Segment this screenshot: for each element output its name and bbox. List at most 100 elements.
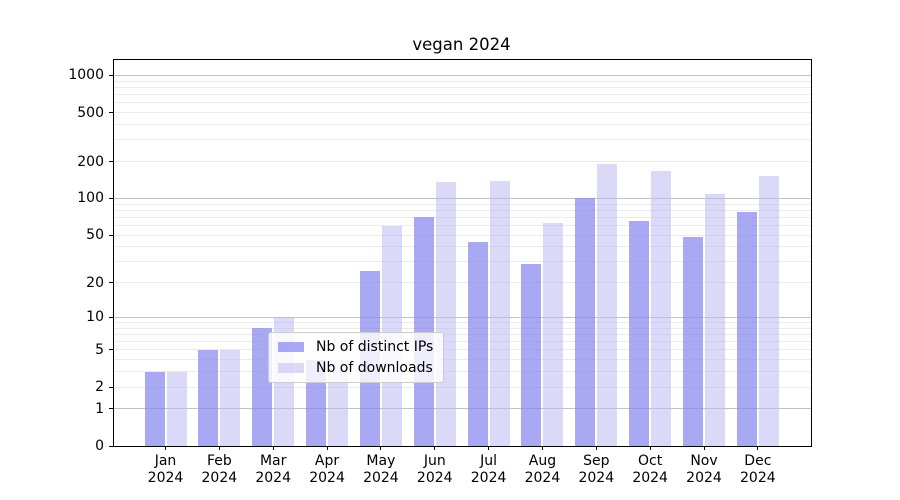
gridline-minor [114,225,811,226]
y-tick-mark [109,161,113,163]
gridline-major [114,316,811,318]
y-tick-label: 2 [95,379,104,396]
gridline-major [114,197,811,199]
x-tick-label-may-2024: May 2024 [363,453,399,486]
y-tick-label: 5 [95,341,104,358]
gridline-minor [114,386,811,388]
x-tick-mark [272,446,274,450]
x-tick-mark [380,446,382,450]
gridline-minor [114,359,811,361]
gridline-minor [114,216,811,218]
gridline-minor [114,322,811,323]
gridline-minor [114,86,811,88]
legend-swatch-distinct-ips [278,342,304,352]
y-tick-mark [109,74,113,76]
x-tick-label-apr-2024: Apr 2024 [309,453,345,486]
bar-nb-of-distinct-ips-dec-2024 [736,211,757,446]
bar-nb-of-downloads-dec-2024 [758,176,779,446]
gridline-minor [114,234,811,236]
gridline-minor [114,333,811,335]
bar-nb-of-distinct-ips-nov-2024 [683,237,703,446]
gridline-minor [114,282,811,284]
bar-nb-of-downloads-jul-2024 [489,180,510,446]
y-tick-mark [109,197,113,199]
y-tick-mark [109,386,113,388]
legend-label-distinct-ips: Nb of distinct IPs [316,339,434,355]
y-tick-label: 20 [86,274,104,291]
y-tick-mark [109,408,113,410]
y-tick-mark [109,316,113,318]
x-tick-label-jun-2024: Jun 2024 [416,453,453,486]
gridline-minor [114,203,811,205]
bar-nb-of-downloads-sep-2024 [597,164,618,446]
chart-title: vegan 2024 [412,35,511,54]
gridline-minor [114,112,811,114]
plot-area: 0 1 2 5 10 20 50 100 200 500 1000 Jan 2024 Feb 2024 M… [68,59,812,486]
x-tick-mark [488,446,490,450]
x-tick-mark [218,446,220,450]
gridline-minor [114,246,811,248]
bar-nb-of-distinct-ips-mar-2024 [252,328,273,446]
y-tick-mark [109,349,113,351]
bar-nb-of-downloads-oct-2024 [651,170,672,446]
x-tick-label-jul-2024: Jul 2024 [470,453,507,486]
gridline-minor [114,209,811,211]
gridline-major [114,408,811,410]
y-tick-mark [109,234,113,236]
y-tick-label: 10 [86,309,104,326]
x-tick-mark [326,446,328,450]
bar-nb-of-distinct-ips-aug-2024 [521,263,542,446]
x-tick-label-nov-2024: Nov 2024 [686,453,722,486]
legend-label-downloads: Nb of downloads [316,360,433,376]
x-tick-label-mar-2024: Mar 2024 [255,453,291,486]
legend: Nb of distinct IPs Nb of downloads [268,332,445,383]
bar-nb-of-downloads-feb-2024 [220,349,241,446]
x-tick-mark [703,446,705,450]
x-tick-mark [595,446,597,450]
bar-nb-of-distinct-ips-jan-2024 [144,371,165,446]
gridline-minor [114,161,811,163]
bar-nb-of-distinct-ips-sep-2024 [575,198,596,446]
bar-nb-of-distinct-ips-feb-2024 [198,349,219,446]
bar-nb-of-distinct-ips-oct-2024 [629,221,650,446]
gridline-minor [114,94,811,96]
bar-nb-of-downloads-jun-2024 [435,181,456,446]
x-tick-mark [165,446,166,450]
legend-swatch-downloads [278,363,304,373]
gridline-minor [114,124,811,125]
y-tick-label: 50 [86,227,104,244]
gridline-minor [114,102,811,104]
y-tick-label: 500 [77,104,104,121]
gridline-minor [114,327,811,329]
legend-item-distinct-ips: Nb of distinct IPs [278,339,433,355]
x-tick-mark [541,446,543,450]
x-tick-mark [434,446,436,450]
x-tick-label-oct-2024: Oct 2024 [632,453,668,486]
x-tick-mark [649,446,651,450]
y-tick-label: 100 [77,190,104,207]
gridline-minor [114,261,811,263]
gridline-minor [114,349,811,351]
gridline-minor [114,139,811,141]
y-tick-label: 1 [95,400,104,417]
gridline-minor [114,80,811,82]
x-tick-label-dec-2024: Dec 2024 [740,453,776,486]
x-tick-mark [757,446,759,450]
y-tick-mark [109,282,113,284]
x-tick-label-jan-2024: Jan 2024 [147,453,184,486]
x-tick-label-feb-2024: Feb 2024 [201,453,238,486]
gridline-minor [114,371,811,373]
bar-nb-of-distinct-ips-jul-2024 [467,241,488,446]
bar-nb-of-distinct-ips-jun-2024 [413,217,434,446]
y-tick-mark [109,445,113,447]
y-tick-label: 1000 [68,67,104,84]
x-tick-label-aug-2024: Aug 2024 [524,453,561,486]
y-tick-mark [109,112,113,114]
gridline-minor [114,341,811,343]
bar-nb-of-downloads-nov-2024 [705,194,725,446]
y-tick-label: 200 [77,153,104,170]
bar-nb-of-downloads-aug-2024 [543,222,564,446]
y-tick-label: 0 [95,438,104,454]
bar-nb-of-downloads-jan-2024 [166,371,187,446]
